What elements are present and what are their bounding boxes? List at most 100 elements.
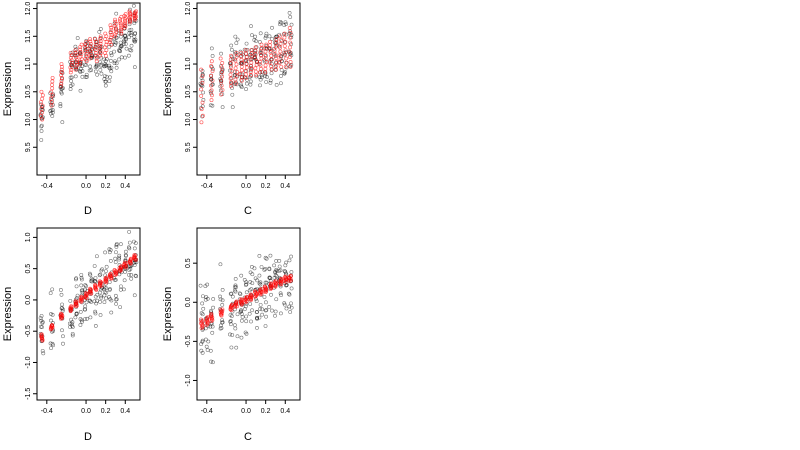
observed-point	[238, 292, 241, 295]
observed-point	[255, 326, 258, 329]
observed-point	[69, 87, 72, 90]
observed-point	[115, 62, 118, 65]
observed-point	[279, 74, 282, 77]
observed-point	[240, 336, 243, 339]
y-tick-label: 11.5	[25, 30, 32, 43]
observed-point	[289, 310, 292, 313]
observed-point	[269, 254, 272, 257]
observed-point	[133, 294, 136, 297]
fitted-point	[201, 114, 204, 117]
observed-point	[133, 247, 136, 250]
observed-point	[211, 325, 214, 328]
observed-point	[117, 58, 120, 61]
observed-point	[75, 285, 78, 288]
fitted-point	[41, 97, 44, 100]
observed-point	[270, 309, 273, 312]
observed-point	[244, 87, 247, 90]
observed-point	[108, 80, 111, 83]
observed-point	[105, 265, 108, 268]
observed-point	[119, 243, 122, 246]
fitted-point	[288, 26, 291, 29]
x-tick-label: 0.0	[81, 183, 91, 190]
fitted-point	[235, 63, 238, 66]
y-axis-title: Expression	[2, 287, 14, 341]
fitted-point	[51, 76, 54, 79]
observed-point	[98, 291, 101, 294]
observed-point	[258, 254, 261, 257]
fitted-point	[200, 94, 203, 97]
observed-point	[280, 68, 283, 71]
fitted-point	[209, 65, 212, 68]
observed-point	[230, 44, 233, 47]
observed-point	[201, 302, 204, 305]
observed-point	[279, 20, 282, 23]
fitted-point	[41, 94, 44, 97]
observed-point	[259, 303, 262, 306]
fitted-point	[264, 64, 267, 67]
observed-point	[221, 288, 224, 291]
fitted-point	[245, 66, 248, 69]
observed-point	[96, 73, 99, 76]
observed-point	[84, 305, 87, 308]
fitted-point	[51, 87, 54, 90]
y-tick-label: 12.0	[25, 2, 32, 16]
observed-point	[290, 287, 293, 290]
fitted-point	[240, 69, 243, 72]
observed-point	[249, 271, 252, 274]
observed-point	[89, 316, 92, 319]
panel-2: -0.4 0.0 0.2 0.49.510.010.511.011.512.0CExp…	[162, 2, 300, 217]
y-tick-label: 0.0	[25, 295, 32, 305]
y-tick-label: 10.0	[185, 113, 192, 127]
observed-point	[221, 106, 224, 109]
x-axis-title: C	[244, 431, 252, 443]
fitted-point	[264, 50, 267, 53]
observed-point	[51, 288, 54, 291]
observed-point	[230, 346, 233, 349]
fitted-point	[210, 94, 213, 97]
observed-point	[128, 230, 131, 233]
y-axis-title: Expression	[2, 62, 14, 116]
observed-point	[231, 333, 234, 336]
observed-point	[284, 264, 287, 267]
observed-point	[258, 274, 261, 277]
observed-point	[269, 81, 272, 84]
observed-point	[260, 265, 263, 268]
observed-point	[130, 34, 133, 37]
fitted-point	[280, 65, 283, 68]
observed-point	[249, 80, 252, 83]
observed-point	[99, 68, 102, 71]
observed-point	[109, 51, 112, 54]
x-axis-title: D	[84, 431, 92, 443]
observed-point	[275, 259, 278, 262]
observed-point	[228, 333, 231, 336]
observed-point	[285, 307, 288, 310]
y-tick-label: -0.5	[25, 325, 32, 337]
observed-point	[60, 293, 63, 296]
observed-point	[264, 301, 267, 304]
x-tick-label: 0.2	[261, 408, 271, 415]
observed-point	[76, 36, 79, 39]
observed-point	[249, 83, 252, 86]
observed-point	[40, 129, 43, 132]
observed-point	[289, 15, 292, 18]
observed-point	[251, 273, 254, 276]
observed-point	[241, 315, 244, 318]
fitted-point	[268, 40, 271, 43]
observed-point	[133, 66, 136, 69]
observed-point	[212, 297, 215, 300]
observed-point	[264, 324, 267, 327]
observed-point	[290, 23, 293, 26]
observed-point	[274, 310, 277, 313]
observed-point	[243, 308, 246, 311]
y-axis-title: Expression	[162, 62, 174, 116]
observed-point	[103, 251, 106, 254]
observed-point	[114, 251, 117, 254]
observed-point	[205, 345, 208, 348]
fitted-point	[254, 70, 257, 73]
fitted-point	[104, 32, 107, 35]
observed-point	[61, 335, 64, 338]
observed-point	[94, 70, 97, 73]
observed-point	[236, 38, 239, 41]
observed-point	[279, 292, 282, 295]
fitted-point	[199, 88, 202, 91]
